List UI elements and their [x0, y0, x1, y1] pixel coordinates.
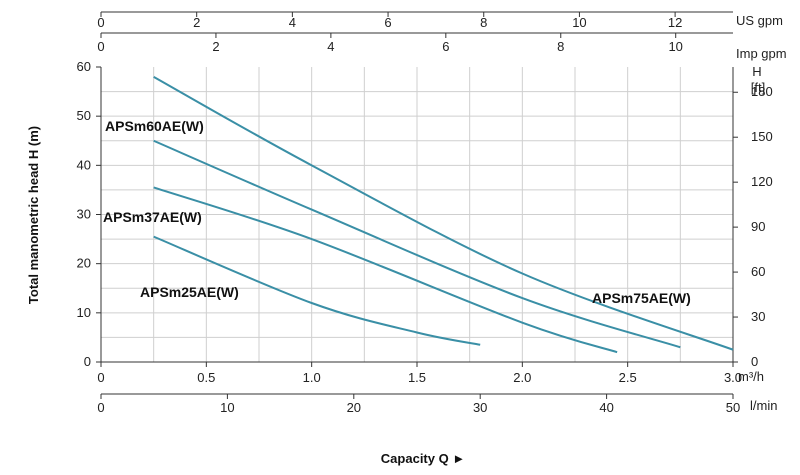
impgpm-tick-label: 0	[97, 39, 104, 54]
y-tick-label: 40	[77, 157, 91, 172]
usgpm-tick-label: 8	[480, 15, 487, 30]
y-tick-label: 0	[84, 354, 91, 369]
series-curve	[153, 139, 681, 349]
lmin-tick-label: 30	[473, 400, 487, 415]
y-tick-label: 20	[77, 256, 91, 271]
series-label: APSm75AE(W)	[592, 290, 691, 306]
labels: APSm75AE(W) APSm60AE(W) APSm37AE(W) APSm25A…	[103, 118, 691, 306]
x-unit-m3h: m³/h	[738, 369, 764, 384]
x-unit-lmin: l/min	[750, 398, 777, 413]
x-tick-label: 0.5	[197, 370, 215, 385]
x-tick-label: 3.0	[724, 370, 742, 385]
impgpm-tick-label: 10	[668, 39, 682, 54]
series-curve	[153, 186, 618, 354]
y-ft-tick-label: 180	[751, 84, 773, 99]
right-axis-title: H	[752, 64, 761, 79]
usgpm-tick-label: 6	[384, 15, 391, 30]
impgpm-tick-label: 8	[557, 39, 564, 54]
lmin-tick-label: 0	[97, 400, 104, 415]
y-ft-tick-label: 60	[751, 264, 765, 279]
x-tick-label: 0	[97, 370, 104, 385]
y-ft-tick-label: 90	[751, 219, 765, 234]
x-tick-label: 2.5	[619, 370, 637, 385]
y-ft-tick-label: 30	[751, 309, 765, 324]
y-tick-label: 30	[77, 207, 91, 222]
y-tick-label: 10	[77, 305, 91, 320]
x-tick-label: 2.0	[513, 370, 531, 385]
right-axis-unit: [ft]	[751, 80, 765, 95]
y-ft-tick-label: 0	[751, 354, 758, 369]
x-tick-label: 1.0	[303, 370, 321, 385]
usgpm-tick-label: 12	[668, 15, 682, 30]
usgpm-tick-label: 0	[97, 15, 104, 30]
usgpm-tick-label: 10	[572, 15, 586, 30]
impgpm-tick-label: 6	[442, 39, 449, 54]
series-label: APSm60AE(W)	[105, 118, 204, 134]
top-unit-usgpm: US gpm	[736, 13, 783, 28]
grid	[101, 67, 733, 362]
y-tick-label: 50	[77, 108, 91, 123]
y-ft-tick-label: 120	[751, 174, 773, 189]
usgpm-tick-label: 2	[193, 15, 200, 30]
lmin-tick-label: 50	[726, 400, 740, 415]
lmin-tick-label: 40	[599, 400, 613, 415]
series-curve	[153, 235, 481, 346]
series-layer	[153, 75, 734, 354]
lmin-tick-label: 20	[347, 400, 361, 415]
x-axis-title: Capacity Q ►	[381, 451, 465, 466]
y-axis-title: Total manometric head H (m)	[26, 126, 41, 304]
series-label: APSm25AE(W)	[140, 284, 239, 300]
usgpm-tick-label: 4	[289, 15, 296, 30]
series-curve	[153, 75, 734, 351]
y-tick-label: 60	[77, 59, 91, 74]
impgpm-tick-label: 2	[212, 39, 219, 54]
x-tick-label: 1.5	[408, 370, 426, 385]
series-label: APSm37AE(W)	[103, 209, 202, 225]
impgpm-tick-label: 4	[327, 39, 334, 54]
lmin-tick-label: 10	[220, 400, 234, 415]
top-unit-impgpm: Imp gpm	[736, 46, 787, 61]
y-ft-tick-label: 150	[751, 129, 773, 144]
